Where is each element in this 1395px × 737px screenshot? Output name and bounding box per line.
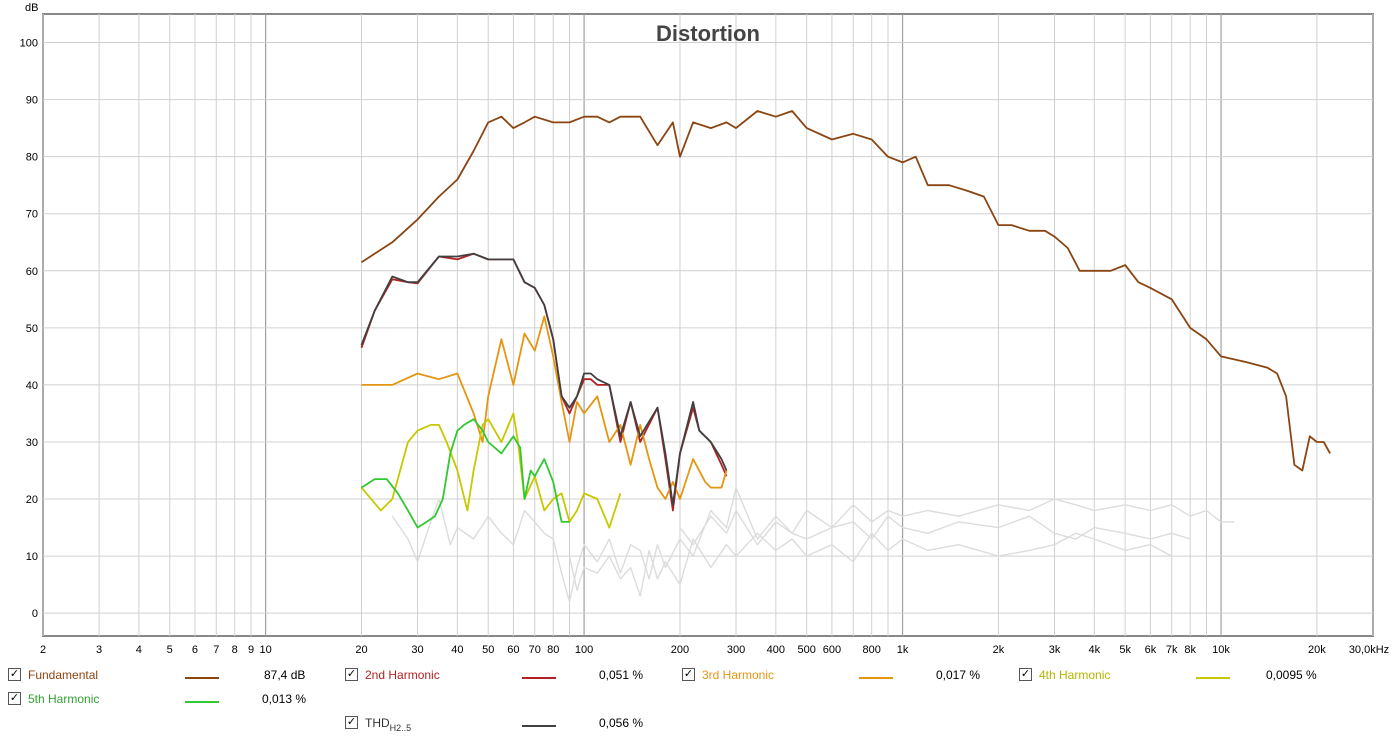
y-tick-label: 80 — [26, 152, 38, 164]
y-tick-label: 60 — [26, 266, 38, 278]
x-tick-label: 4k — [1088, 644, 1100, 656]
x-tick-label: 40 — [451, 644, 463, 656]
5th-harmonic-checkbox[interactable]: ✓ — [8, 692, 21, 705]
x-tick-label: 6 — [192, 644, 198, 656]
fundamental-value: 87,4 dB — [264, 668, 306, 682]
x-tick-label: 5k — [1119, 644, 1131, 656]
y-tick-label: 30 — [26, 437, 38, 449]
x-tick-label: 2k — [993, 644, 1005, 656]
fundamental-label: Fundamental — [28, 668, 99, 682]
legend-item-4th-harmonic[interactable]: ✓ 4th Harmonic 0,0095 % — [1019, 666, 1349, 686]
plot-frame — [42, 13, 1374, 637]
4th-harmonic-checkbox[interactable]: ✓ — [1019, 668, 1032, 681]
5th-harmonic-value: 0,013 % — [262, 692, 307, 706]
tick-labels: 0 10 20 30 40 50 60 70 80 90 100 2 3 4 5 6 7 8 9 10 20 30 40 50… — [20, 38, 1390, 656]
y-tick-label: 0 — [32, 608, 38, 620]
x-tick-label: 20 — [355, 644, 367, 656]
x-tick-label: 8 — [232, 644, 238, 656]
y-tick-label: 50 — [26, 323, 38, 335]
x-tick-label: 80 — [547, 644, 559, 656]
x-tick-label: 3 — [96, 644, 102, 656]
chart-title: Distortion — [656, 21, 760, 46]
thd-label: THDH2..5 — [365, 716, 412, 733]
y-tick-label: 100 — [20, 38, 38, 50]
x-tick-label: 60 — [507, 644, 519, 656]
x-tick-label: 4 — [136, 644, 142, 656]
thd-checkbox[interactable]: ✓ — [345, 716, 358, 729]
x-tick-label: 10 — [259, 644, 271, 656]
x-tick-label: 600 — [823, 644, 841, 656]
distortion-chart: 0 10 20 30 40 50 60 70 80 90 100 2 3 4 5 6 7 8 9 10 20 30 40 50… — [20, 2, 1390, 656]
x-tick-label: 30,0kHz — [1349, 644, 1389, 656]
3rd-harmonic-label: 3rd Harmonic — [702, 668, 775, 682]
x-tick-label: 200 — [671, 644, 689, 656]
3rd-harmonic-value: 0,017 % — [936, 668, 981, 682]
4th-harmonic-swatch — [1196, 677, 1230, 679]
legend: ✓ Fundamental 87,4 dB ✓ 2nd Harmonic 0,0… — [0, 662, 1395, 737]
x-tick-label: 70 — [529, 644, 541, 656]
x-tick-label: 500 — [798, 644, 816, 656]
x-tick-label: 20k — [1308, 644, 1326, 656]
series-thd-h2-5 — [360, 252, 728, 506]
x-tick-label: 400 — [767, 644, 785, 656]
3rd-harmonic-checkbox[interactable]: ✓ — [682, 668, 695, 681]
x-tick-label: 3k — [1049, 644, 1061, 656]
x-tick-label: 8k — [1184, 644, 1196, 656]
y-tick-label: 20 — [26, 494, 38, 506]
x-tick-label: 30 — [411, 644, 423, 656]
2nd-harmonic-value: 0,051 % — [599, 668, 644, 682]
series-residual-b — [568, 532, 1173, 597]
fundamental-checkbox[interactable]: ✓ — [8, 668, 21, 681]
x-tick-label: 7k — [1166, 644, 1178, 656]
4th-harmonic-label: 4th Harmonic — [1039, 668, 1111, 682]
5th-harmonic-swatch — [185, 701, 219, 703]
series-residual-c — [679, 509, 1191, 546]
y-tick-label: 40 — [26, 380, 38, 392]
x-tick-label: 6k — [1145, 644, 1157, 656]
y-tick-label: 70 — [26, 209, 38, 221]
legend-item-3rd-harmonic[interactable]: ✓ 3rd Harmonic 0,017 % — [682, 666, 1012, 686]
fundamental-swatch — [185, 677, 219, 679]
y-tick-label: 90 — [26, 95, 38, 107]
series-5th-harmonic — [361, 418, 570, 529]
thd-label-main: THD — [365, 716, 390, 730]
x-tick-label: 10k — [1212, 644, 1230, 656]
x-tick-label: 50 — [482, 644, 494, 656]
x-tick-label: 5 — [167, 644, 173, 656]
5th-harmonic-label: 5th Harmonic — [28, 692, 100, 706]
legend-item-fundamental[interactable]: ✓ Fundamental 87,4 dB — [8, 666, 338, 686]
y-axis-label: dB — [25, 2, 38, 14]
3rd-harmonic-swatch — [859, 677, 893, 679]
legend-item-5th-harmonic[interactable]: ✓ 5th Harmonic 0,013 % — [8, 690, 338, 710]
legend-item-2nd-harmonic[interactable]: ✓ 2nd Harmonic 0,051 % — [345, 666, 675, 686]
series-fundamental — [361, 110, 1331, 472]
series-residual — [391, 486, 1235, 603]
thd-label-sub: H2..5 — [389, 723, 412, 733]
x-tick-label: 2 — [40, 644, 46, 656]
series-lines — [360, 110, 1331, 603]
2nd-harmonic-label: 2nd Harmonic — [365, 668, 440, 682]
x-tick-label: 7 — [213, 644, 219, 656]
series-4th-harmonic — [360, 412, 622, 529]
2nd-harmonic-swatch — [522, 677, 556, 679]
x-tick-label: 300 — [727, 644, 745, 656]
y-tick-label: 10 — [26, 551, 38, 563]
thd-swatch — [522, 725, 556, 727]
2nd-harmonic-checkbox[interactable]: ✓ — [345, 668, 358, 681]
x-tick-label: 1k — [897, 644, 909, 656]
thd-value: 0,056 % — [599, 716, 644, 730]
x-tick-label: 100 — [575, 644, 593, 656]
4th-harmonic-value: 0,0095 % — [1266, 668, 1317, 682]
x-tick-label: 9 — [248, 644, 254, 656]
grid — [42, 13, 1374, 637]
x-tick-label: 800 — [863, 644, 881, 656]
legend-item-thd[interactable]: ✓ THDH2..5 0,056 % — [345, 714, 675, 734]
